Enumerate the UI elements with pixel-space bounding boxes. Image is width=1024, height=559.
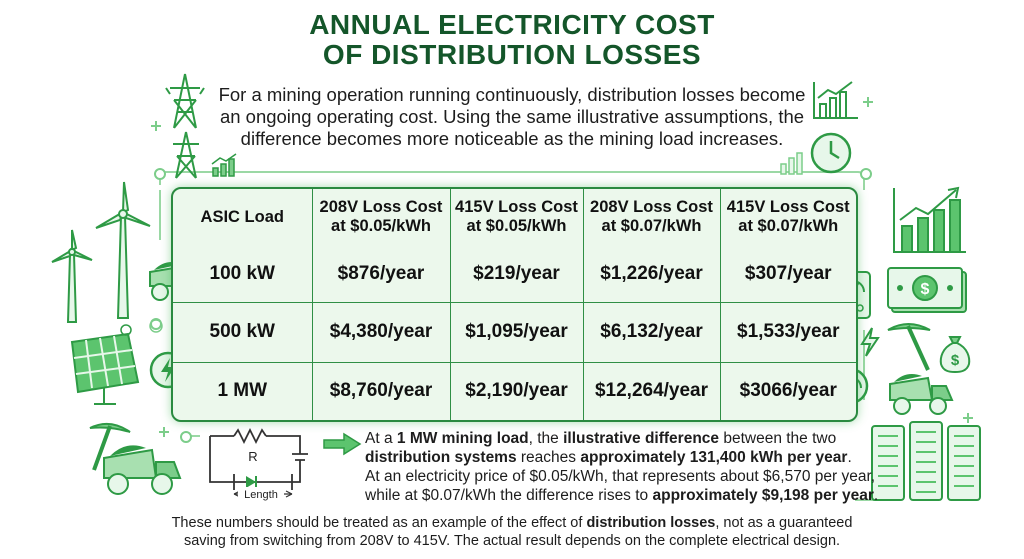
table-cell-load: 1 MW <box>173 361 313 420</box>
circuit-diagram: R Length <box>209 427 308 501</box>
lightning-icon <box>860 327 880 357</box>
footer-text: saving from switching from 208V to 415V.… <box>183 533 841 549</box>
header-415v-005: 415V Loss Cost at $0.05/kWh <box>449 189 584 245</box>
wind-turbine-icon <box>51 229 93 323</box>
note-emphasis: 1 MW mining load <box>396 430 529 447</box>
table-row: 1 MW $8,760/year $2,190/year $12,264/yea… <box>173 361 856 420</box>
note-text: , the <box>528 430 564 447</box>
header-415v-007: 415V Loss Cost at $0.07/kWh <box>719 189 856 245</box>
table-cell-load: 100 kW <box>173 245 313 304</box>
note-emphasis: approximately $9,198 per year <box>652 487 874 504</box>
table-cell: $3066/year <box>719 361 856 420</box>
table-row: 500 kW $4,380/year $1,095/year $6,132/ye… <box>173 302 856 363</box>
svg-text:$: $ <box>921 281 930 298</box>
table-cell: $1,533/year <box>719 302 856 363</box>
mining-truck-icon <box>889 374 954 415</box>
connector-dot <box>180 431 192 443</box>
connector-dot <box>860 168 872 180</box>
note-text: At an electricity price of $0.05/kWh, th… <box>365 468 876 485</box>
note-text: At a <box>365 430 397 447</box>
pickaxe-icon <box>887 323 931 371</box>
table-cell-load: 500 kW <box>173 302 313 363</box>
note-text: . <box>847 449 852 466</box>
table-cell: $1,226/year <box>582 245 721 304</box>
header-label: 415V Loss Cost <box>455 198 578 216</box>
mining-truck-icon <box>103 445 182 495</box>
transmission-tower-icon <box>173 131 199 179</box>
header-sublabel: at $0.07/kWh <box>601 217 702 235</box>
note-text: while at $0.07/kWh the difference rises … <box>365 487 653 504</box>
length-label: Length <box>244 489 278 501</box>
plus-icon <box>159 427 169 437</box>
table-cell: $1,095/year <box>449 302 584 363</box>
intro-text: For a mining operation running continuou… <box>218 84 806 149</box>
chart-icon <box>813 81 858 119</box>
plus-icon <box>963 413 973 423</box>
header-sublabel: at $0.07/kWh <box>738 217 839 235</box>
chart-icon <box>780 152 803 175</box>
table-cell: $4,380/year <box>311 302 451 363</box>
summary-note: At a 1 MW mining load, the illustrative … <box>365 429 878 505</box>
footer-text: , not as a guaranteed <box>715 515 853 531</box>
table-row: 100 kW $876/year $219/year $1,226/year $… <box>173 245 856 304</box>
table-cell: $2,190/year <box>449 361 584 420</box>
note-text: . <box>873 487 879 504</box>
clock-icon <box>810 132 852 174</box>
footer-emphasis: distribution losses <box>586 515 716 531</box>
header-208v-005: 208V Loss Cost at $0.05/kWh <box>311 189 451 245</box>
header-label: 208V Loss Cost <box>590 198 713 216</box>
title-line-2: OF DISTRIBUTION LOSSES <box>322 39 702 70</box>
cost-table-grid: ASIC Load 208V Loss Cost at $0.05/kWh 415… <box>173 189 856 420</box>
table-cell: $219/year <box>449 245 584 304</box>
resistor-label: R <box>248 449 257 464</box>
table-cell: $307/year <box>719 245 856 304</box>
pickaxe-icon <box>89 422 131 471</box>
footer-disclaimer: These numbers should be treated as an ex… <box>120 514 904 550</box>
connector-dot <box>154 168 166 180</box>
wind-turbine-icon <box>95 181 151 319</box>
note-emphasis: approximately 131,400 kWh per year <box>580 449 848 466</box>
chart-icon <box>893 186 966 253</box>
plus-icon <box>151 121 161 131</box>
table-cell: $8,760/year <box>311 361 451 420</box>
title-line-1: ANNUAL ELECTRICITY COST <box>309 9 715 40</box>
svg-text:$: $ <box>951 352 960 369</box>
note-text: between the two <box>719 430 837 447</box>
header-208v-007: 208V Loss Cost at $0.07/kWh <box>582 189 721 245</box>
header-sublabel: at $0.05/kWh <box>466 217 567 235</box>
note-emphasis: illustrative difference <box>563 430 720 447</box>
note-text: reaches <box>516 449 581 466</box>
transmission-tower-icon <box>165 73 205 129</box>
chart-icon <box>211 153 237 177</box>
table-header-row: ASIC Load 208V Loss Cost at $0.05/kWh 415… <box>173 189 856 245</box>
header-label: 208V Loss Cost <box>319 198 443 216</box>
header-label: ASIC Load <box>200 207 284 226</box>
clock-icon <box>149 319 163 333</box>
page-title: ANNUAL ELECTRICITY COST OF DISTRIBUTION … <box>0 10 1024 70</box>
money-bag-icon: $ <box>939 336 971 374</box>
table-cell: $6,132/year <box>582 302 721 363</box>
solar-panel-icon <box>70 324 140 405</box>
server-rack-icon <box>871 421 981 501</box>
footer-text: These numbers should be treated as an ex… <box>171 515 587 531</box>
header-sublabel: at $0.05/kWh <box>331 217 431 235</box>
table-cell: $876/year <box>311 245 451 304</box>
cash-icon: $ <box>887 267 967 313</box>
header-label: 415V Loss Cost <box>726 198 850 216</box>
table-cell: $12,264/year <box>582 361 721 420</box>
cost-table: ASIC Load 208V Loss Cost at $0.05/kWh 415… <box>171 187 858 422</box>
plus-icon <box>863 97 873 107</box>
arrow-icon <box>323 432 362 456</box>
header-asic-load: ASIC Load <box>173 189 313 245</box>
note-emphasis: distribution systems <box>365 449 517 466</box>
